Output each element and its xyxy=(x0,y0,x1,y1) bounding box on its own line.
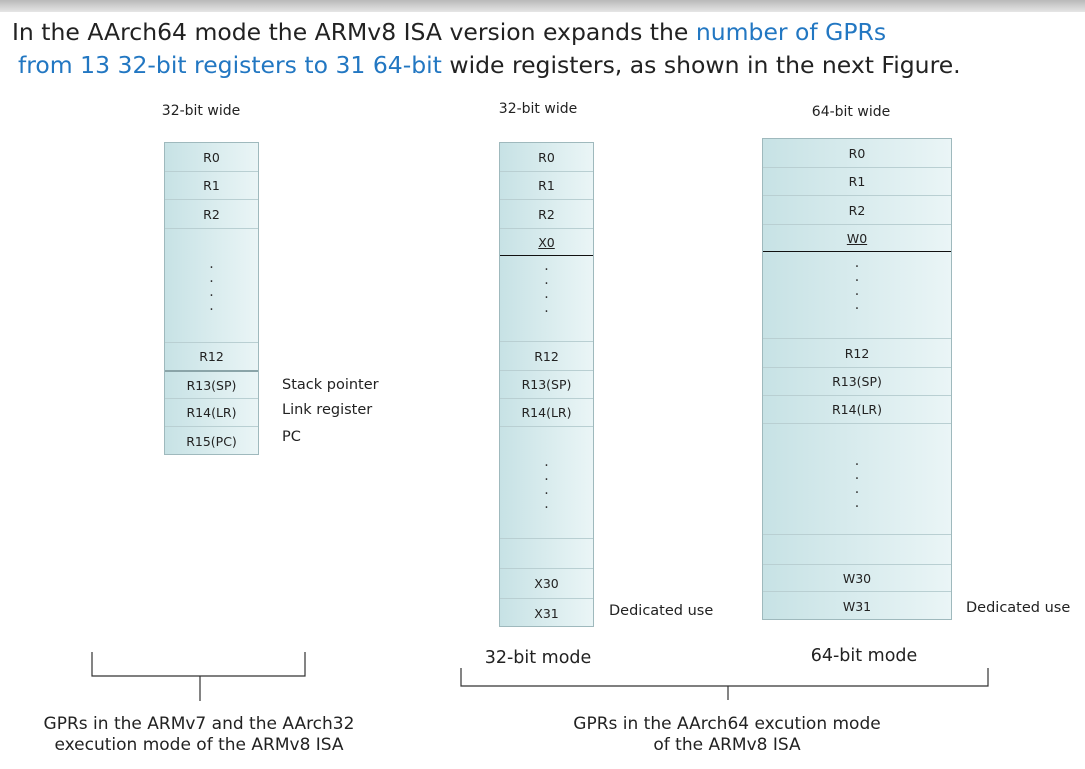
ellipsis-dots: · · · · xyxy=(854,457,860,515)
register-cell: W31 xyxy=(842,598,872,614)
mid-register-file: R0 R1 R2 X0 · · · · R12 R13(SP) R14(LR) · · ·… xyxy=(499,142,594,627)
register-cell: R0 xyxy=(500,143,593,172)
ellipsis-dots: · · · · xyxy=(854,259,860,317)
left-caption: GPRs in the ARMv7 and the AArch32 execut… xyxy=(44,714,355,756)
left-register-file: R0 R1 R2 · · · · R12 R13(SP) R14(LR) R15(PC… xyxy=(164,142,259,455)
split-register-label: W0 xyxy=(846,230,868,246)
register-cell: R1 xyxy=(500,172,593,200)
right-caption-line2: of the ARMv8 ISA xyxy=(653,735,801,755)
left-caption-line1: GPRs in the ARMv7 and the AArch32 xyxy=(43,714,355,734)
register-split-cell: X0 xyxy=(500,229,593,256)
stack-pointer-label: Stack pointer xyxy=(282,377,379,393)
register-cell: R12 xyxy=(165,343,258,372)
ellipsis-dots: · · · · xyxy=(209,260,214,318)
register-cell: R12 xyxy=(500,342,593,371)
pc-label: PC xyxy=(282,429,301,445)
register-cell: R15(PC) xyxy=(186,433,237,449)
register-cell: X30 xyxy=(500,569,593,599)
register-gap xyxy=(500,256,593,342)
register-cell: R13(SP) xyxy=(763,368,951,396)
register-gap xyxy=(763,252,951,339)
right-mode-label: 64-bit mode xyxy=(810,646,918,666)
ellipsis-dots: · · · · xyxy=(544,262,549,320)
right-dedicated-use-label: Dedicated use xyxy=(966,600,1071,616)
intro-line2-text: wide registers, as shown in the next Fig… xyxy=(441,51,961,79)
intro-line2-highlight: from 13 32-bit registers to 31 64-bit xyxy=(18,51,442,79)
register-cell: R0 xyxy=(165,143,258,172)
register-cell: R1 xyxy=(165,172,258,200)
right-register-file: R0 R1 R2 W0 · · · · R12 R13(SP) R14(LR) · · ·… xyxy=(762,138,952,620)
left-width-label: 32-bit wide xyxy=(161,103,241,119)
register-gap xyxy=(763,424,951,535)
register-cell: X31 xyxy=(534,605,559,621)
ellipsis-dots: · · · · xyxy=(544,458,549,516)
register-cell: R2 xyxy=(763,196,951,225)
register-cell: R0 xyxy=(763,139,951,168)
register-gap xyxy=(763,535,951,565)
register-cell: R14(LR) xyxy=(165,399,258,427)
right-brace xyxy=(460,668,989,700)
register-gap xyxy=(165,229,258,343)
left-caption-line2: execution mode of the ARMv8 ISA xyxy=(54,735,344,755)
register-cell: R14(LR) xyxy=(763,396,951,424)
top-strip xyxy=(0,0,1085,12)
register-gap xyxy=(500,539,593,569)
right-width-label: 64-bit wide xyxy=(811,104,891,120)
right-caption: GPRs in the AArch64 excution mode of the… xyxy=(573,714,880,756)
register-cell: R2 xyxy=(500,200,593,229)
register-cell: R2 xyxy=(165,200,258,229)
mid-width-label: 32-bit wide xyxy=(498,101,578,117)
link-register-label: Link register xyxy=(282,402,373,418)
split-register-label: X0 xyxy=(538,234,555,250)
register-cell: R14(LR) xyxy=(500,399,593,427)
register-cell: R12 xyxy=(763,339,951,368)
mid-mode-label: 32-bit mode xyxy=(484,648,592,668)
register-cell: R1 xyxy=(763,168,951,196)
register-cell: W30 xyxy=(763,565,951,592)
register-split-cell: W0 xyxy=(763,225,951,252)
intro-text: In the AArch64 mode the ARMv8 ISA versio… xyxy=(12,16,1082,82)
intro-line1-text: In the AArch64 mode the ARMv8 ISA versio… xyxy=(12,18,696,46)
intro-line1-highlight: number of GPRs xyxy=(695,18,887,46)
register-cell: R13(SP) xyxy=(500,371,593,399)
register-gap xyxy=(500,427,593,539)
right-caption-line1: GPRs in the AArch64 excution mode xyxy=(573,714,881,734)
left-brace xyxy=(91,652,306,701)
mid-dedicated-use-label: Dedicated use xyxy=(609,603,714,619)
register-cell: R13(SP) xyxy=(165,372,258,399)
